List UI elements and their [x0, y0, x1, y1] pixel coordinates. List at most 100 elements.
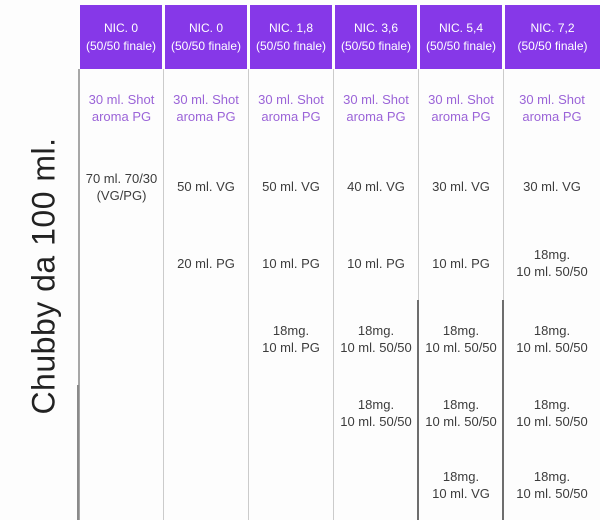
column-body: 30 ml. Shot aroma PG 40 ml. VG 10 ml. PG 18m…: [333, 69, 418, 520]
cell-line: aroma PG: [346, 109, 406, 124]
cell-line: 10 ml. 50/50: [516, 485, 588, 501]
cell-line: 18mg.: [533, 397, 571, 413]
table-cell: [80, 451, 163, 520]
cell-line: 30 ml. VG: [523, 179, 581, 195]
cell-line: 30 ml. Shot: [343, 92, 409, 108]
column-divider-dark: [417, 300, 419, 520]
table-cell: [249, 377, 333, 451]
finale-ratio-label: (50/50 finale): [255, 39, 327, 53]
cell-line: 30 ml. VG: [432, 179, 490, 195]
shot-aroma-cell: 30 ml. Shot aroma PG: [334, 69, 418, 149]
table-cell: 50 ml. VG: [164, 149, 248, 226]
cell-line: 50 ml. VG: [262, 179, 320, 195]
finale-ratio-label: (50/50 finale): [340, 39, 412, 53]
cell-line: 10 ml. 50/50: [516, 339, 588, 355]
nic-level-label: NIC. 1,8: [268, 21, 313, 35]
table-cell: [164, 302, 248, 377]
cell-line: aroma PG: [431, 109, 491, 124]
table-column-1: NIC. 0 (50/50 finale) 30 ml. Shot aroma PG 7…: [78, 0, 163, 520]
cell-line: 10 ml. PG: [262, 255, 320, 271]
column-body: 30 ml. Shot aroma PG 50 ml. VG 20 ml. PG: [163, 69, 248, 520]
cell-line: 10 ml. 50/50: [516, 414, 588, 429]
nic-level-label: NIC. 7,2: [530, 21, 575, 35]
cell-line: 30 ml. Shot: [428, 92, 494, 108]
table-column-5: NIC. 5,4 (50/50 finale) 30 ml. Shot aroma P…: [418, 0, 503, 520]
table-cell: 10 ml. PG: [249, 226, 333, 302]
cell-line: 10 ml. 50/50: [340, 414, 412, 429]
table-cell: 18mg. 10 ml. 50/50: [504, 451, 600, 520]
table-column-6: NIC. 7,2 (50/50 finale) 30 ml. Shot aroma P…: [503, 0, 600, 520]
table-cell: 50 ml. VG: [249, 149, 333, 226]
cell-line: 18mg.: [533, 468, 571, 484]
nic-level-label: NIC. 5,4: [438, 21, 483, 35]
cell-line: 18mg.: [272, 322, 310, 338]
column-header: NIC. 5,4 (50/50 finale): [420, 5, 502, 69]
nic-level-label: NIC. 3,6: [353, 21, 398, 35]
cell-line: (VG/PG): [96, 187, 147, 203]
table-cell: 18mg. 10 ml. VG: [419, 451, 503, 520]
nicotine-mixing-table: NIC. 0 (50/50 finale) 30 ml. Shot aroma PG 7…: [78, 0, 600, 520]
table-cell: 10 ml. PG: [334, 226, 418, 302]
cell-line: 20 ml. PG: [177, 255, 235, 271]
column-body: 30 ml. Shot aroma PG 30 ml. VG 10 ml. PG 18m…: [418, 69, 503, 520]
table-cell: [249, 451, 333, 520]
cell-line: 18mg.: [533, 322, 571, 338]
shot-aroma-cell: 30 ml. Shot aroma PG: [419, 69, 503, 149]
cell-line: 18mg.: [442, 397, 480, 413]
cell-line: 18mg.: [442, 468, 480, 484]
shot-aroma-cell: 30 ml. Shot aroma PG: [80, 69, 163, 149]
table-column-4: NIC. 3,6 (50/50 finale) 30 ml. Shot aroma P…: [333, 0, 418, 520]
table-cell: 18mg. 10 ml. 50/50: [334, 377, 418, 451]
table-cell: 18mg. 10 ml. 50/50: [419, 302, 503, 377]
cell-line: 10 ml. 50/50: [425, 414, 497, 429]
cell-line: 30 ml. Shot: [173, 92, 239, 108]
product-size-label: Chubby da 100 ml.: [25, 137, 62, 415]
nic-level-label: NIC. 0: [103, 21, 138, 35]
cell-line: 70 ml. 70/30: [85, 170, 158, 186]
table-cell: 18mg. 10 ml. 50/50: [419, 377, 503, 451]
cell-line: 10 ml. PG: [347, 255, 405, 271]
column-header: NIC. 0 (50/50 finale): [80, 5, 162, 69]
table-cell: [334, 451, 418, 520]
cell-line: aroma PG: [176, 109, 236, 124]
cell-line: 10 ml. PG: [432, 255, 490, 271]
table-cell: 20 ml. PG: [164, 226, 248, 302]
cell-line: 10 ml. 50/50: [425, 339, 497, 355]
cell-line: 18mg.: [357, 397, 395, 413]
cell-line: 18mg.: [442, 322, 480, 338]
column-body: 30 ml. Shot aroma PG 30 ml. VG 18mg. 10 ml. …: [503, 69, 600, 520]
finale-ratio-label: (50/50 finale): [85, 39, 157, 53]
finale-ratio-label: (50/50 finale): [170, 39, 242, 53]
table-left-edge-line: [77, 385, 79, 520]
cell-line: 30 ml. Shot: [519, 92, 585, 108]
table-cell: 30 ml. VG: [419, 149, 503, 226]
cell-line: aroma PG: [261, 109, 321, 124]
cell-line: 30 ml. Shot: [258, 92, 324, 108]
table-cell: 18mg. 10 ml. 50/50: [504, 302, 600, 377]
cell-line: 10 ml. 50/50: [516, 264, 588, 279]
cell-line: 10 ml. VG: [432, 485, 490, 501]
table-cell: 40 ml. VG: [334, 149, 418, 226]
column-header: NIC. 1,8 (50/50 finale): [250, 5, 332, 69]
table-cell: [80, 302, 163, 377]
shot-aroma-cell: 30 ml. Shot aroma PG: [164, 69, 248, 149]
cell-line: 30 ml. Shot: [88, 92, 155, 108]
cell-line: 50 ml. VG: [177, 179, 235, 195]
cell-line: 10 ml. PG: [262, 339, 320, 355]
column-header: NIC. 3,6 (50/50 finale): [335, 5, 417, 69]
nic-level-label: NIC. 0: [188, 21, 223, 35]
cell-line: 10 ml. 50/50: [340, 339, 412, 355]
table-cell: 10 ml. PG: [419, 226, 503, 302]
shot-aroma-cell: 30 ml. Shot aroma PG: [504, 69, 600, 149]
cell-line: aroma PG: [522, 109, 582, 124]
cell-line: aroma PG: [91, 109, 152, 124]
column-body: 30 ml. Shot aroma PG 70 ml. 70/30 (VG/PG): [78, 69, 163, 520]
table-cell: 18mg. 10 ml. 50/50: [504, 226, 600, 302]
finale-ratio-label: (50/50 finale): [425, 39, 497, 53]
cell-line: 18mg.: [357, 322, 395, 338]
column-header: NIC. 7,2 (50/50 finale): [505, 5, 600, 69]
table-cell: [80, 377, 163, 451]
table-cell: 70 ml. 70/30 (VG/PG): [80, 149, 163, 226]
table-cell: 18mg. 10 ml. 50/50: [504, 377, 600, 451]
table-cell: [164, 377, 248, 451]
